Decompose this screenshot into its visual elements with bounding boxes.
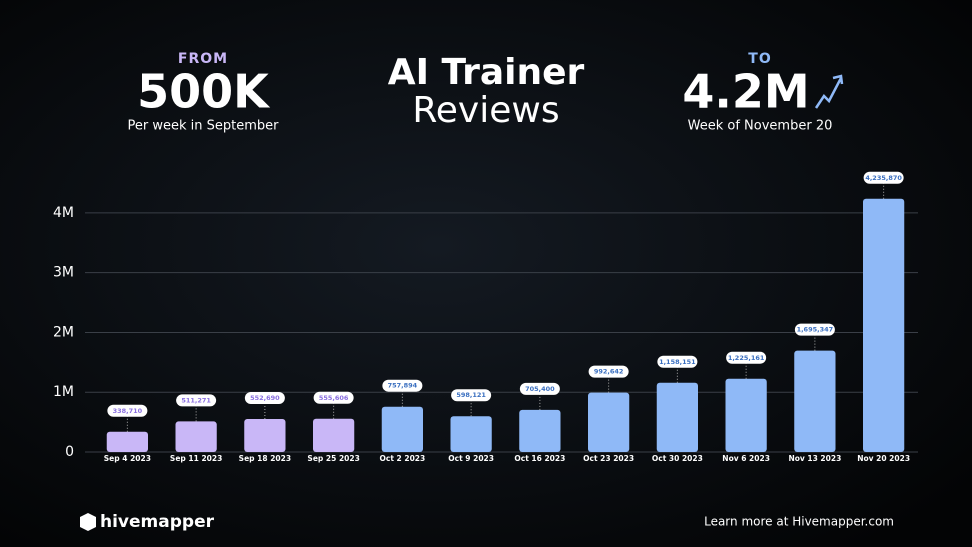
value-label-box bbox=[726, 351, 767, 364]
to-note: Week of November 20 bbox=[688, 119, 833, 134]
y-tick-label: 2M bbox=[53, 324, 74, 340]
x-tick-label: Sep 25 2023 bbox=[307, 454, 359, 463]
arrow-icon bbox=[814, 74, 844, 109]
value-label: 1,695,347 bbox=[797, 326, 834, 334]
value-label: 1,225,161 bbox=[728, 354, 765, 362]
value-label-box bbox=[657, 355, 698, 368]
x-tick-label: Sep 18 2023 bbox=[239, 454, 291, 463]
title: AI Trainer bbox=[388, 52, 585, 93]
value-label-box bbox=[313, 391, 354, 404]
value-label: 552,690 bbox=[250, 394, 280, 402]
bar bbox=[313, 418, 355, 452]
bar bbox=[244, 418, 286, 452]
x-tick-label: Nov 13 2023 bbox=[788, 454, 841, 463]
to-label: TO bbox=[748, 51, 771, 67]
value-label: 992,642 bbox=[594, 368, 624, 376]
footer-link[interactable]: Learn more at Hivemapper.com bbox=[704, 515, 894, 529]
value-label-box bbox=[794, 323, 835, 336]
brand-icon bbox=[80, 513, 96, 531]
brand: hivemapper bbox=[100, 512, 215, 532]
title: Reviews bbox=[412, 90, 559, 131]
value-label-box bbox=[519, 382, 560, 395]
y-tick-label: 1M bbox=[53, 384, 74, 400]
value-label-box bbox=[107, 404, 148, 417]
from-label: FROM bbox=[178, 51, 228, 67]
bar bbox=[794, 350, 836, 452]
value-label-box bbox=[863, 171, 904, 184]
x-tick-label: Sep 11 2023 bbox=[170, 454, 222, 463]
x-tick-label: Oct 30 2023 bbox=[652, 454, 703, 463]
bar bbox=[588, 392, 630, 452]
x-tick-label: Sep 4 2023 bbox=[104, 454, 151, 463]
y-tick-label: 0 bbox=[65, 444, 74, 460]
x-tick-label: Nov 20 2023 bbox=[857, 454, 910, 463]
from-note: Per week in September bbox=[128, 119, 280, 134]
value-label-box bbox=[451, 389, 492, 402]
x-tick-label: Oct 16 2023 bbox=[514, 454, 565, 463]
bar bbox=[519, 409, 561, 452]
value-label: 757,894 bbox=[388, 382, 418, 390]
y-tick-label: 4M bbox=[53, 205, 74, 221]
bar bbox=[863, 198, 905, 452]
value-label: 705,400 bbox=[525, 385, 555, 393]
to-value: 4.2M bbox=[682, 65, 809, 119]
value-label-box bbox=[176, 394, 217, 407]
value-label-box bbox=[382, 379, 423, 392]
value-label-box bbox=[588, 365, 629, 378]
y-tick-label: 3M bbox=[53, 265, 74, 281]
bar bbox=[656, 382, 698, 452]
bar bbox=[450, 416, 492, 452]
value-label: 598,121 bbox=[456, 391, 486, 399]
value-label: 4,235,870 bbox=[865, 174, 902, 182]
value-label: 511,271 bbox=[181, 396, 211, 404]
bar bbox=[106, 431, 148, 452]
bar bbox=[381, 406, 423, 452]
value-label: 1,158,151 bbox=[659, 358, 696, 366]
bar bbox=[175, 421, 217, 452]
x-tick-label: Oct 9 2023 bbox=[448, 454, 494, 463]
x-tick-label: Oct 2 2023 bbox=[380, 454, 426, 463]
value-label: 555,606 bbox=[319, 394, 349, 402]
x-tick-label: Nov 6 2023 bbox=[722, 454, 770, 463]
x-tick-label: Oct 23 2023 bbox=[583, 454, 634, 463]
bar bbox=[725, 378, 767, 452]
value-label-box bbox=[244, 391, 285, 404]
from-value: 500K bbox=[137, 65, 271, 119]
value-label: 338,710 bbox=[113, 407, 143, 415]
